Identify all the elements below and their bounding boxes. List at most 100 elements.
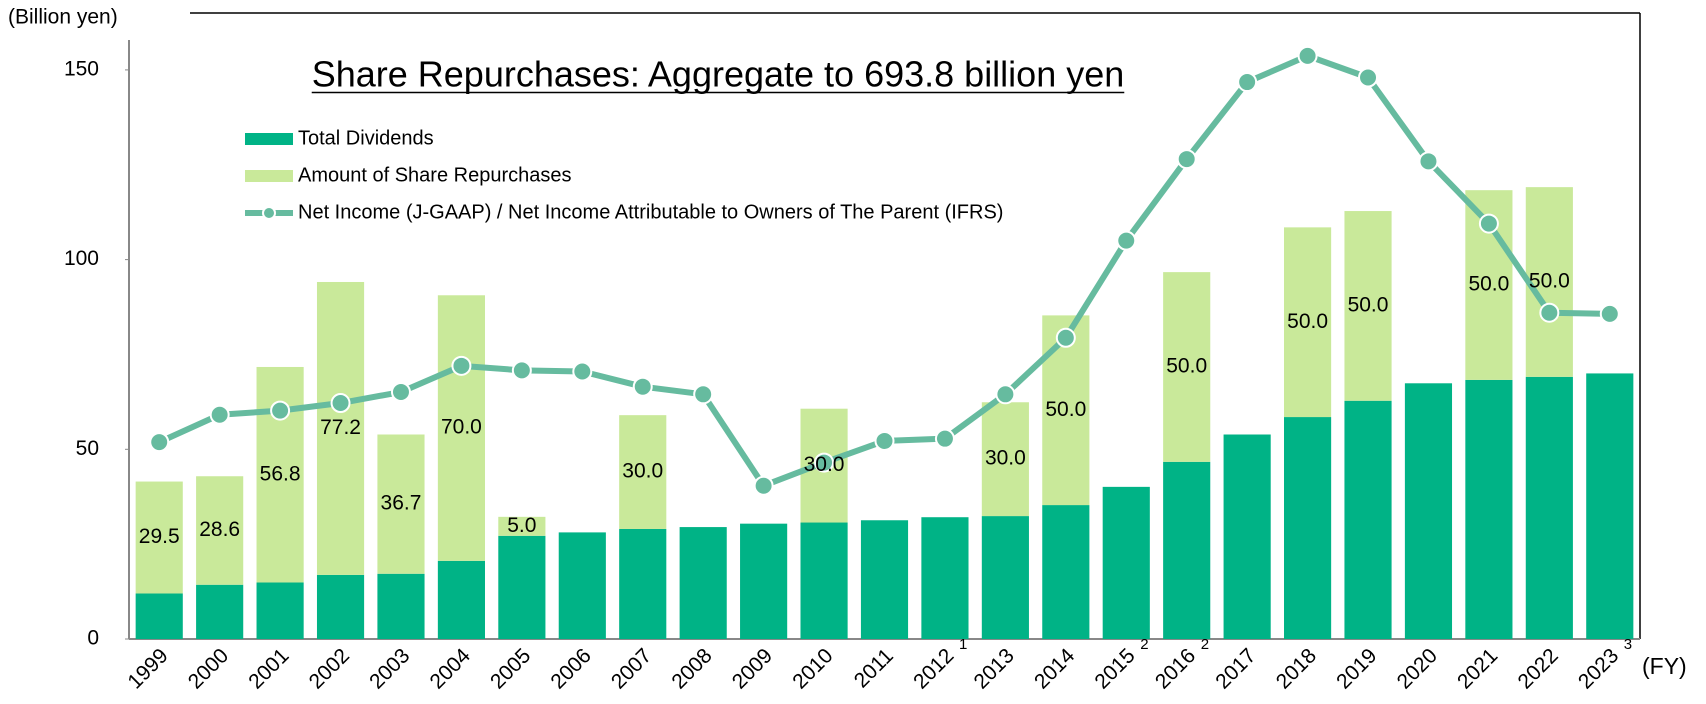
x-tick-label: 2011: [850, 644, 898, 692]
data-label: 77.2: [320, 416, 361, 439]
bar-segment: [1284, 227, 1332, 418]
x-tick-footnote: 2: [1140, 636, 1148, 653]
x-tick-label: 2021: [1453, 644, 1502, 693]
bar-segment: [1042, 505, 1090, 639]
x-tick-footnote: 1: [959, 636, 967, 653]
x-tick-label: 2012: [909, 644, 958, 693]
data-label: 50.0: [1529, 270, 1570, 293]
x-tick: 2003: [365, 644, 414, 693]
line-marker: [814, 452, 835, 473]
data-label: 30.0: [622, 460, 663, 483]
x-tick-label: 2008: [667, 644, 716, 693]
x-tick: 2014: [1030, 644, 1080, 694]
bar-segment: [256, 582, 304, 639]
data-label: 30.0: [985, 447, 1026, 470]
bar-segment: [316, 574, 365, 639]
bar-segment: [377, 434, 425, 574]
line-marker: [1539, 302, 1560, 323]
x-tick: 2015: [1090, 644, 1139, 693]
x-tick: 2004: [426, 644, 476, 694]
x-tick: 2011: [850, 644, 898, 692]
bar-segment: [1586, 373, 1634, 639]
line-marker: [874, 430, 895, 451]
x-tick: 2002: [305, 644, 354, 693]
x-tick-label: 2022: [1513, 644, 1562, 693]
line-marker: [1478, 213, 1499, 234]
bar-segment: [498, 516, 546, 536]
x-tick-label: 2020: [1393, 644, 1442, 693]
x-tick-label: 2009: [728, 644, 777, 693]
y-tick-label: 150: [64, 57, 99, 80]
line-marker: [693, 384, 714, 405]
line-marker: [209, 404, 230, 425]
data-label: 50.0: [1045, 398, 1086, 421]
x-tick: 2016: [1151, 644, 1200, 693]
bar-segment: [135, 481, 183, 594]
x-tick-label: 2018: [1272, 644, 1321, 693]
y-tick-label: 0: [87, 627, 99, 650]
data-label: 50.0: [1348, 293, 1389, 316]
x-tick: 2007: [607, 644, 656, 693]
line-marker: [632, 376, 653, 397]
x-tick-label: 2015: [1090, 644, 1139, 693]
data-label: 5.0: [507, 514, 536, 537]
data-label: 29.5: [139, 525, 180, 548]
x-tick: 2017: [1211, 644, 1260, 693]
data-label: 30.0: [804, 453, 845, 476]
x-tick: 2013: [970, 644, 1019, 693]
line-marker: [1055, 327, 1076, 348]
x-tick: 2021: [1453, 644, 1502, 693]
bar-segment: [619, 528, 667, 639]
bar-segment: [679, 527, 727, 639]
x-tick: 2001: [244, 644, 293, 693]
y-tick-label: 50: [76, 437, 99, 460]
data-label: 50.0: [1468, 273, 1509, 296]
x-tick: 2006: [546, 644, 595, 693]
line-marker: [753, 475, 774, 496]
x-tick-label: 1999: [123, 644, 172, 693]
bar-segment: [1163, 461, 1211, 639]
data-label: 50.0: [1166, 355, 1207, 378]
x-tick-label: 2005: [486, 644, 535, 693]
line-marker: [390, 382, 411, 403]
line-marker: [1176, 149, 1197, 170]
line-marker: [330, 393, 351, 414]
x-tick-label: 2003: [365, 644, 414, 693]
x-tick-label: 2013: [970, 644, 1019, 693]
x-tick: 2019: [1332, 644, 1381, 693]
x-tick: 2023: [1574, 644, 1623, 693]
data-label: 50.0: [1287, 310, 1328, 333]
x-tick-label: 2004: [426, 644, 476, 694]
line-marker: [270, 400, 291, 421]
x-tick-label: 2000: [184, 644, 233, 693]
x-tick-footnote: 3: [1624, 636, 1632, 653]
legend-marker: [262, 206, 276, 220]
legend-label: Amount of Share Repurchases: [298, 164, 572, 186]
line-marker: [1116, 230, 1137, 251]
x-axis-label: (FY): [1642, 653, 1687, 679]
bar-segment: [740, 523, 788, 639]
line-marker: [1599, 303, 1620, 324]
bar-segment: [1525, 187, 1573, 377]
y-axis-label: (Billion yen): [8, 6, 118, 29]
x-tick-label: 2017: [1211, 644, 1260, 693]
bar-segment: [196, 476, 244, 585]
x-tick-label: 2006: [546, 644, 595, 693]
legend-label: Total Dividends: [298, 127, 434, 149]
line-marker: [149, 432, 170, 453]
bar-segment: [558, 532, 606, 639]
data-label: 70.0: [441, 416, 482, 439]
bar-segment: [981, 402, 1029, 517]
legend-swatch: [245, 170, 293, 182]
x-tick: 2010: [788, 644, 837, 693]
y-tick-label: 100: [64, 247, 99, 270]
bar-segment: [1223, 434, 1271, 639]
line-marker: [1297, 45, 1318, 66]
bar-segment: [1163, 272, 1211, 462]
line-marker: [572, 361, 593, 382]
x-tick-label: 2019: [1332, 644, 1381, 693]
x-tick: 2012: [909, 644, 958, 693]
bar-segment: [921, 517, 969, 639]
x-tick: 2022: [1513, 644, 1562, 693]
